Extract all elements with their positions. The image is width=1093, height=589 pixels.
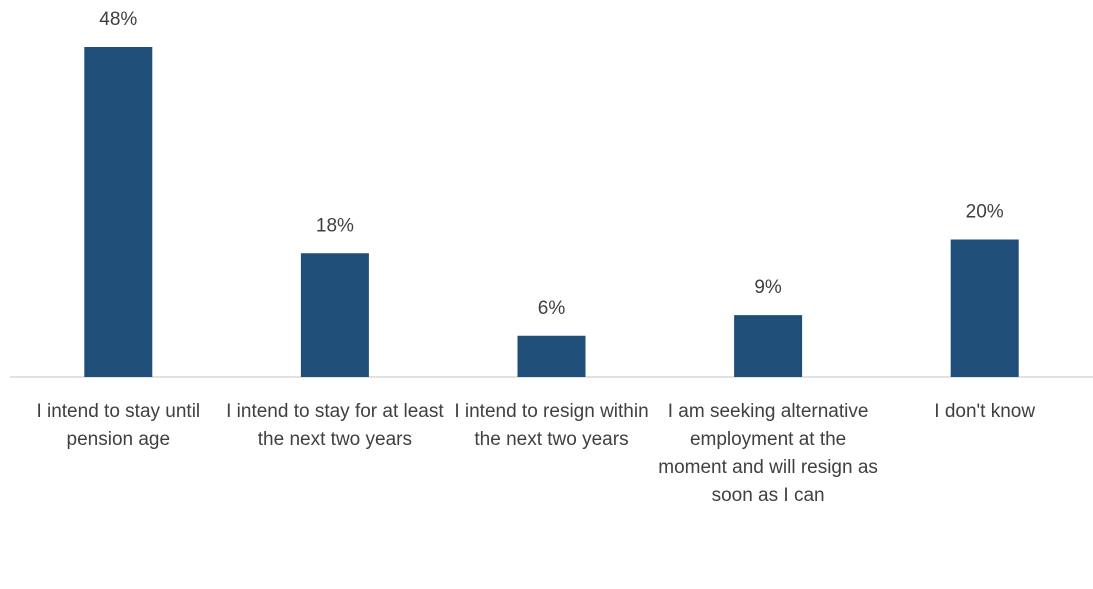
bar [950, 239, 1019, 377]
x-tick-label: I intend to stay for at least the next t… [226, 401, 444, 450]
value-label: 18% [316, 215, 354, 236]
bar [84, 47, 153, 377]
value-label: 48% [99, 9, 137, 30]
x-tick-label: I intend to resign within the next two y… [454, 401, 649, 450]
value-label: 6% [538, 298, 566, 319]
value-label: 20% [966, 202, 1004, 223]
bar [517, 335, 586, 377]
x-tick-label: I intend to stay until pension age [36, 401, 201, 450]
value-label: 9% [754, 277, 782, 298]
bar [734, 315, 803, 377]
x-tick-label: I don't know [934, 401, 1036, 422]
bar [300, 253, 369, 377]
x-tick-label: I am seeking alternative employment at t… [658, 401, 878, 506]
